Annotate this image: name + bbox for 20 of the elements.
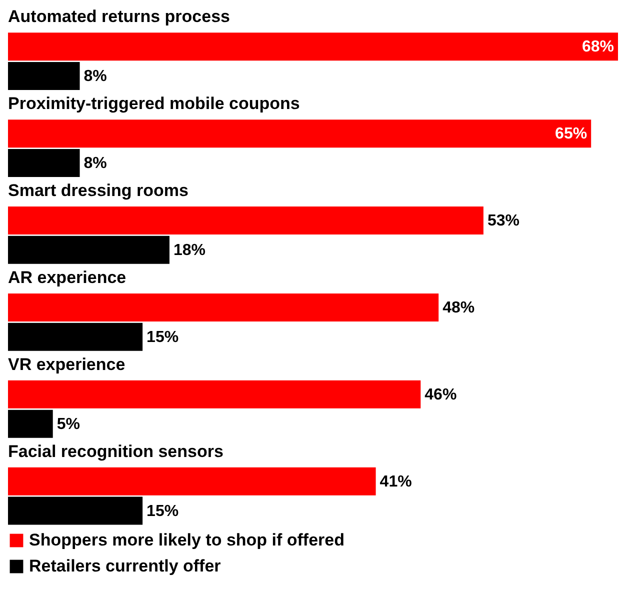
data-label: 15% <box>146 502 179 520</box>
data-label: 68% <box>582 38 614 56</box>
legend-label: Retailers currently offer <box>29 556 222 576</box>
data-label: 5% <box>56 416 80 433</box>
data-label: 8% <box>84 68 107 85</box>
y-tick-label: Smart dressing rooms <box>8 181 188 200</box>
data-label: 15% <box>146 328 179 346</box>
y-tick-label: Facial recognition sensors <box>8 442 224 462</box>
y-tick-label: Automated returns process <box>8 7 230 26</box>
data-label: 48% <box>442 299 475 316</box>
data-label: 18% <box>173 242 206 259</box>
legend-label: Shoppers more likely to shop if offered <box>29 530 344 550</box>
data-label: 41% <box>380 473 412 490</box>
data-label: 53% <box>487 212 520 230</box>
data-label: 65% <box>555 126 588 143</box>
data-label: 8% <box>84 154 107 172</box>
y-tick-label: VR experience <box>8 355 126 374</box>
y-tick-label: AR experience <box>8 268 126 288</box>
y-tick-label: Proximity-triggered mobile coupons <box>8 94 300 114</box>
data-label: 46% <box>424 386 457 404</box>
